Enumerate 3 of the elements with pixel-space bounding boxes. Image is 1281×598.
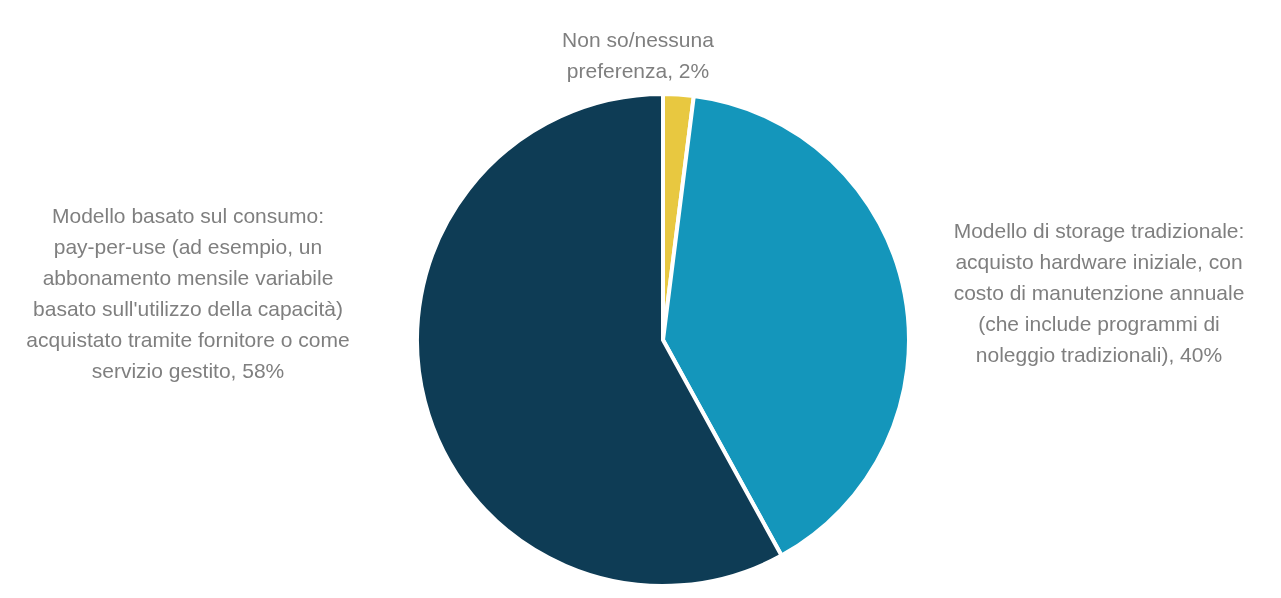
slice-label: Modello di storage tradizionale: acquisto hardware iniziale, con costo di manutenzione annuale (che include programmi di noleggio tradizionali), 40% — [953, 219, 1245, 366]
slice-label: Modello basato sul consumo: pay-per-use (ad esempio, un abbonamento mensile variabile basato sull'utilizzo della capacità) acquistato tramite fornitore o come servizio gestito, 58% — [26, 203, 350, 382]
slice-label: Non so/nessuna preferenza, 2% — [562, 28, 715, 83]
